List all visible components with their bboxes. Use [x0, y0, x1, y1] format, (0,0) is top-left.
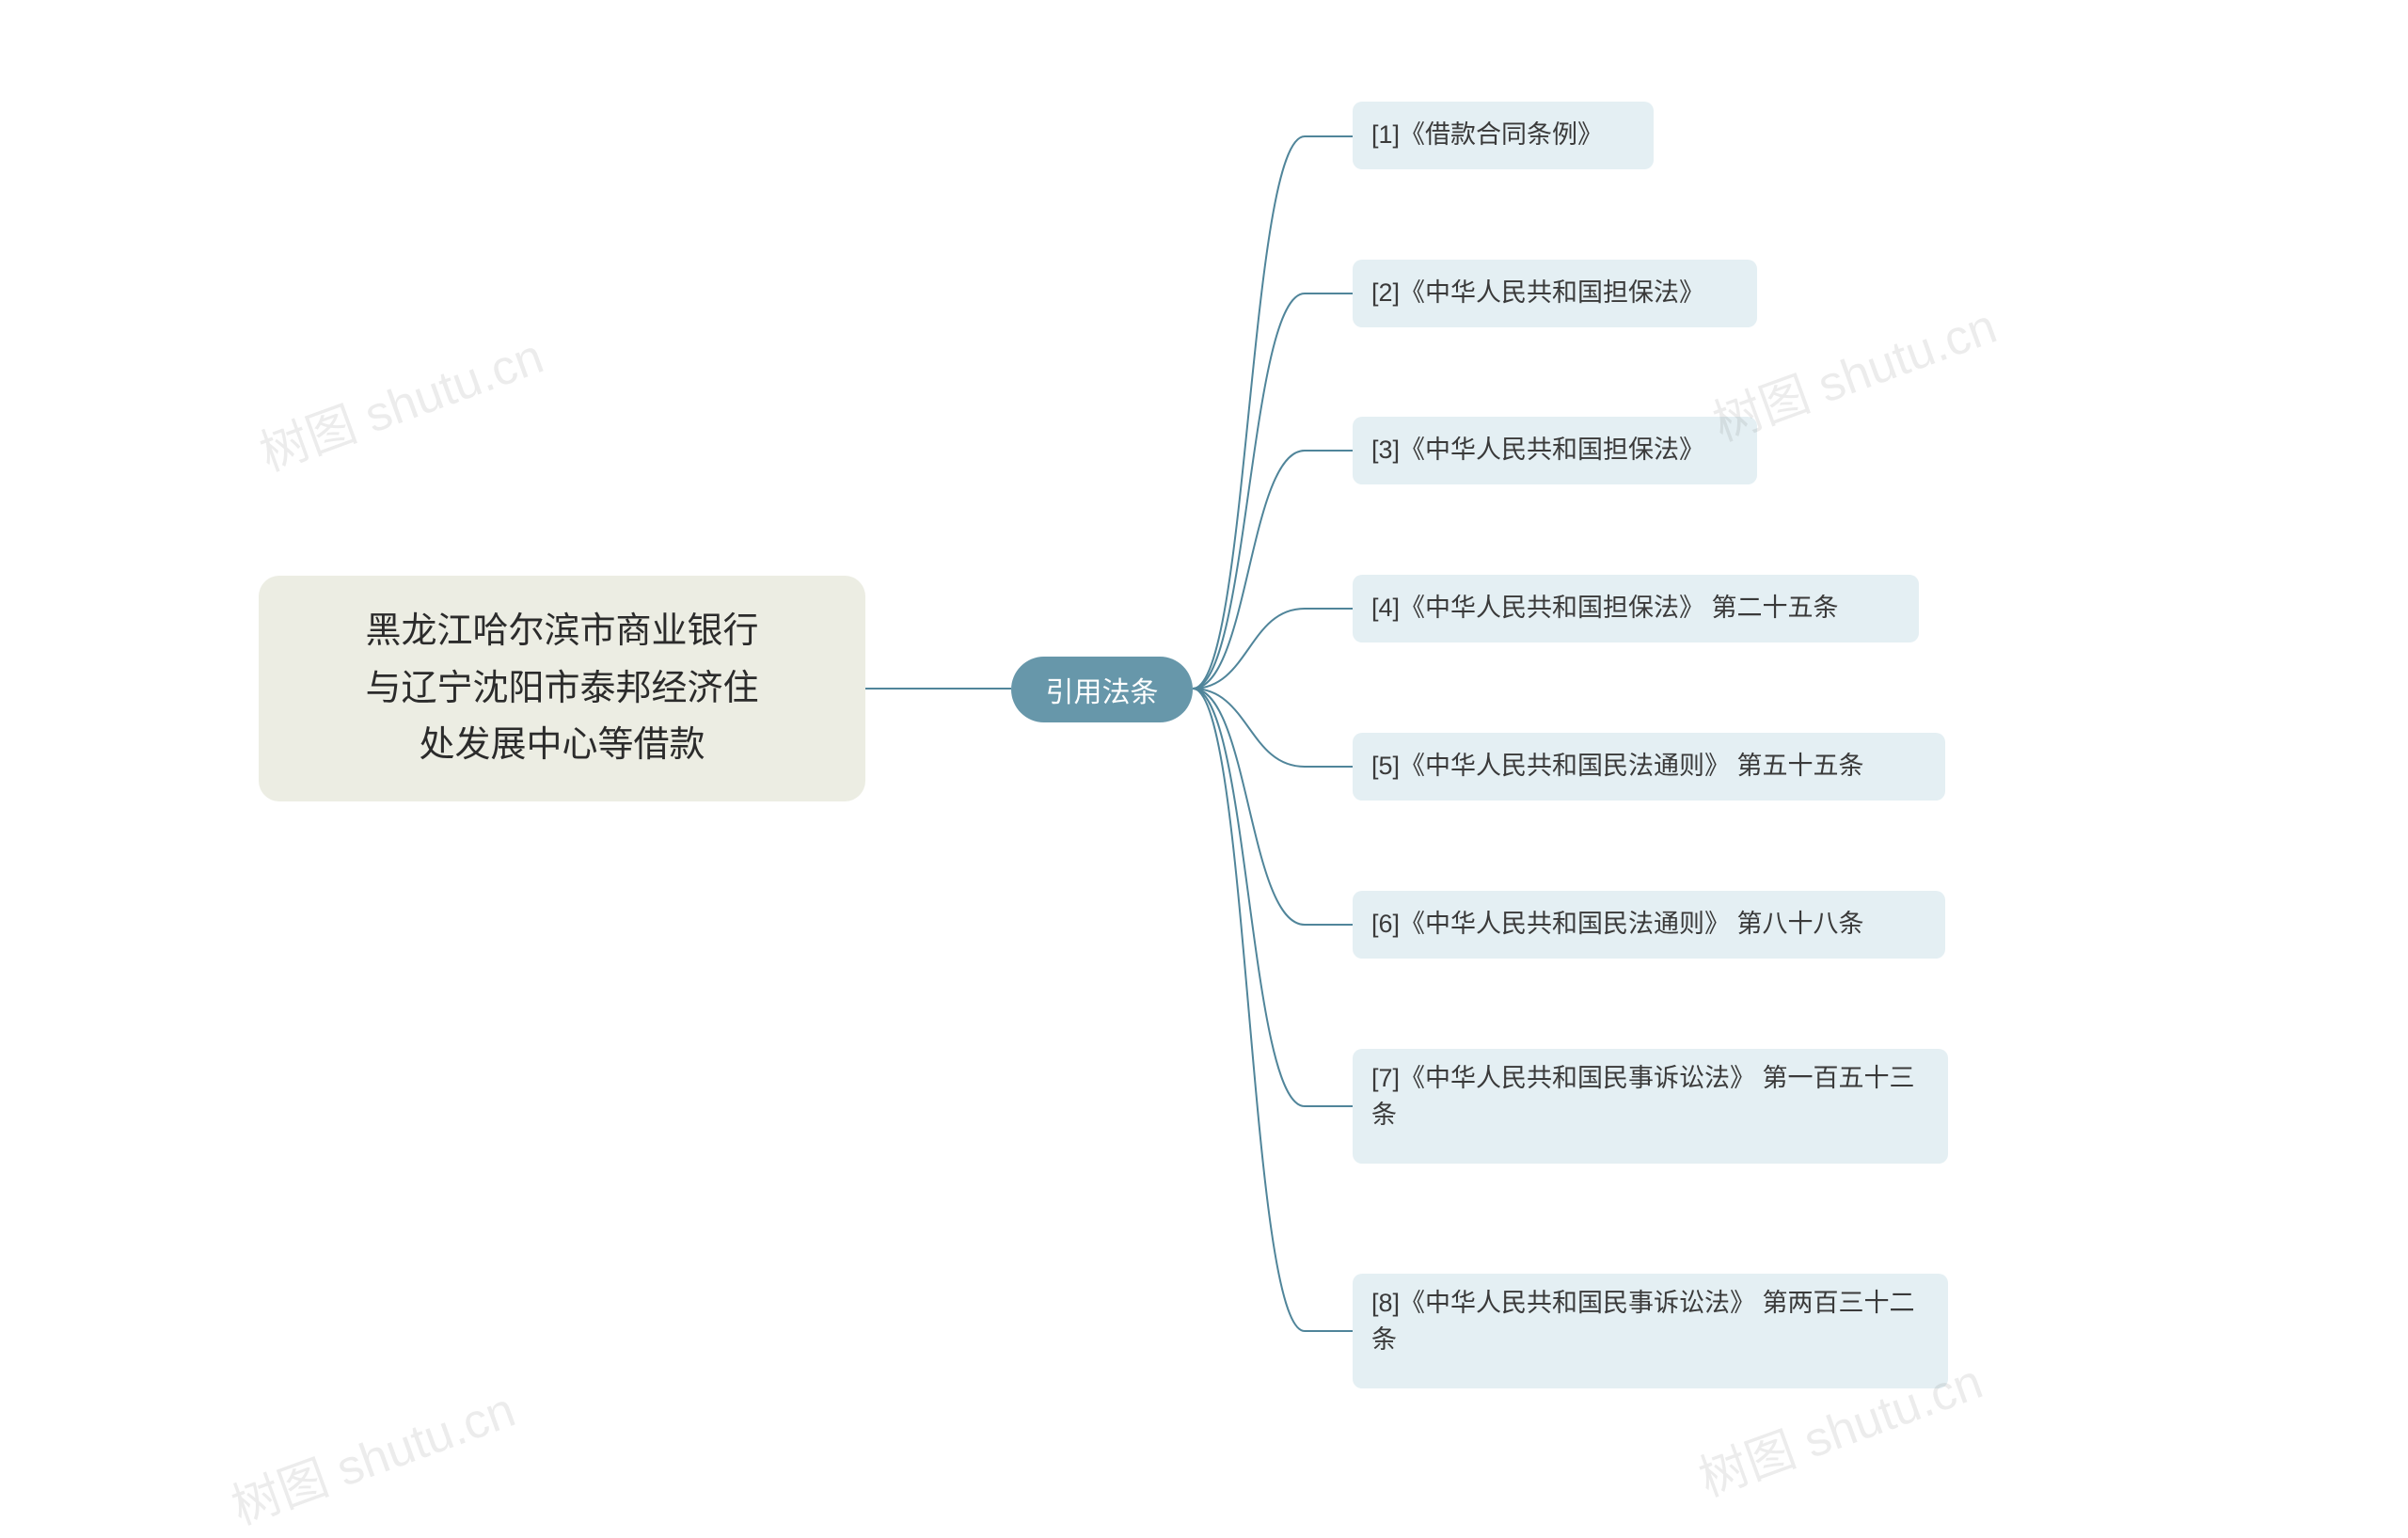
leaf-node[interactable]: [4]《中华人民共和国担保法》 第二十五条	[1353, 575, 1919, 642]
leaf-label: [5]《中华人民共和国民法通则》 第五十五条	[1371, 748, 1864, 785]
leaf-label: [6]《中华人民共和国民法通则》 第八十八条	[1371, 906, 1864, 943]
leaf-label: [7]《中华人民共和国民事诉讼法》 第一百五十三条	[1371, 1060, 1929, 1134]
leaf-node[interactable]: [1]《借款合同条例》	[1353, 102, 1654, 169]
watermark-text: 树图 shutu.cn	[248, 317, 551, 484]
leaf-node[interactable]: [5]《中华人民共和国民法通则》 第五十五条	[1353, 733, 1945, 801]
leaf-node[interactable]: [7]《中华人民共和国民事诉讼法》 第一百五十三条	[1353, 1049, 1948, 1164]
root-node[interactable]: 黑龙江哈尔滨市商业银行 与辽宁沈阳市泰邦经济住 处发展中心等借款	[259, 576, 865, 801]
watermark-text: 树图 shutu.cn	[220, 1371, 523, 1538]
leaf-label: [4]《中华人民共和国担保法》 第二十五条	[1371, 590, 1839, 626]
leaf-label: [8]《中华人民共和国民事诉讼法》 第两百三十二条	[1371, 1285, 1929, 1358]
branch-node[interactable]: 引用法条	[1011, 657, 1193, 722]
leaf-label: [1]《借款合同条例》	[1371, 117, 1603, 153]
branch-label: 引用法条	[1046, 669, 1159, 710]
leaf-label: [3]《中华人民共和国担保法》	[1371, 432, 1704, 468]
leaf-label: [2]《中华人民共和国担保法》	[1371, 275, 1704, 311]
leaf-node[interactable]: [3]《中华人民共和国担保法》	[1353, 417, 1757, 484]
leaf-node[interactable]: [6]《中华人民共和国民法通则》 第八十八条	[1353, 891, 1945, 959]
leaf-node[interactable]: [8]《中华人民共和国民事诉讼法》 第两百三十二条	[1353, 1274, 1948, 1388]
root-text: 黑龙江哈尔滨市商业银行 与辽宁沈阳市泰邦经济住 处发展中心等借款	[365, 603, 758, 774]
leaf-node[interactable]: [2]《中华人民共和国担保法》	[1353, 260, 1757, 327]
mindmap-canvas: 黑龙江哈尔滨市商业银行 与辽宁沈阳市泰邦经济住 处发展中心等借款 引用法条 [1…	[0, 0, 2408, 1529]
